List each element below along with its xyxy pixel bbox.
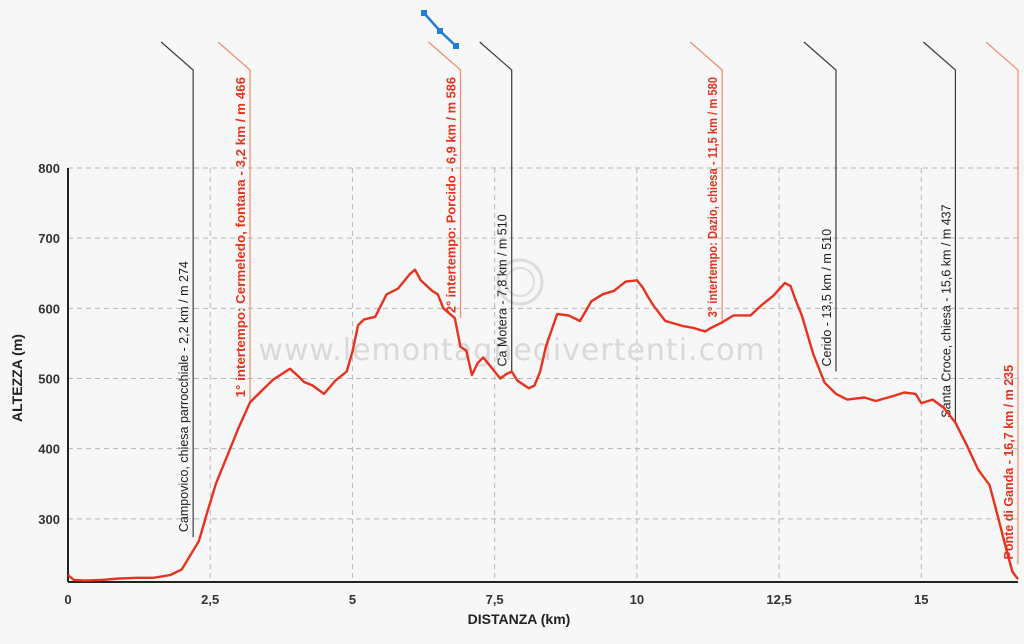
y-tick-label: 600 [38,301,60,316]
waypoint-leader-line [479,41,513,372]
watermark-logo-icon [496,258,544,306]
y-tick-label: 500 [38,372,60,387]
y-tick-label: 400 [38,442,60,457]
x-tick-label: 2,5 [201,592,219,607]
tick-labels: 300 400 500 600 700 800 0 2,5 5 7,5 10 12,5 15 [38,161,928,607]
elevation-profile-line [67,268,1019,582]
waypoint-annotation: Ponte di Ganda - 16,7 km / m 235 [985,41,1019,565]
x-tick-label: 12,5 [766,592,791,607]
waypoint-annotations: Campovico, chiesa parrocchiale - 2,2 km … [160,41,1019,565]
waypoint-annotation: Santa Croce, chiesa - 15,6 km / m 437 [923,41,957,423]
waypoint-label: 3° intertempo: Dazio, chiesa - 11,5 km /… [706,77,720,317]
waypoint-label: Ca Motera - 7,8 km / m 510 [496,214,510,366]
waypoint-leader-line [217,41,251,403]
x-tick-label: 5 [349,592,356,607]
route-marker-icon [421,10,459,49]
series-group [67,268,1019,582]
axes [67,168,1018,583]
y-tick-label: 300 [38,512,60,527]
waypoint-label: Ponte di Ganda - 16,7 km / m 235 [1002,365,1016,560]
waypoint-label: 1° intertempo: Cermeledo, fontana - 3,2 … [234,77,248,397]
waypoint-annotation: Campovico, chiesa parrocchiale - 2,2 km … [160,41,194,538]
x-tick-label: 7,5 [486,592,504,607]
waypoint-leader-line [160,41,194,538]
waypoint-leader-line [803,41,837,372]
waypoint-annotation: Cerido - 13,5 km / m 510 [803,41,837,372]
waypoint-leader-line [428,41,462,319]
grid [68,167,1018,582]
y-axis-title: ALTEZZA (m) [9,334,25,422]
waypoint-annotation: 3° intertempo: Dazio, chiesa - 11,5 km /… [689,41,723,323]
waypoint-annotation: Ca Motera - 7,8 km / m 510 [479,41,513,372]
x-tick-label: 10 [630,592,644,607]
y-tick-label: 800 [38,161,60,176]
y-tick-label: 700 [38,231,60,246]
x-tick-label: 15 [914,592,928,607]
x-axis-title: DISTANZA (km) [468,611,571,627]
waypoint-annotation: 2° intertempo: Porcido - 6,9 km / m 586 [428,41,462,319]
waypoint-leader-line [689,41,723,323]
waypoint-label: Cerido - 13,5 km / m 510 [820,229,834,367]
waypoint-leader-line [985,41,1019,565]
waypoint-annotation: 1° intertempo: Cermeledo, fontana - 3,2 … [217,41,251,403]
waypoint-label: 2° intertempo: Porcido - 6,9 km / m 586 [445,77,459,313]
waypoint-leader-line [923,41,957,423]
waypoint-label: Campovico, chiesa parrocchiale - 2,2 km … [177,261,191,532]
waypoint-label: Santa Croce, chiesa - 15,6 km / m 437 [939,204,953,417]
x-tick-label: 0 [64,592,71,607]
